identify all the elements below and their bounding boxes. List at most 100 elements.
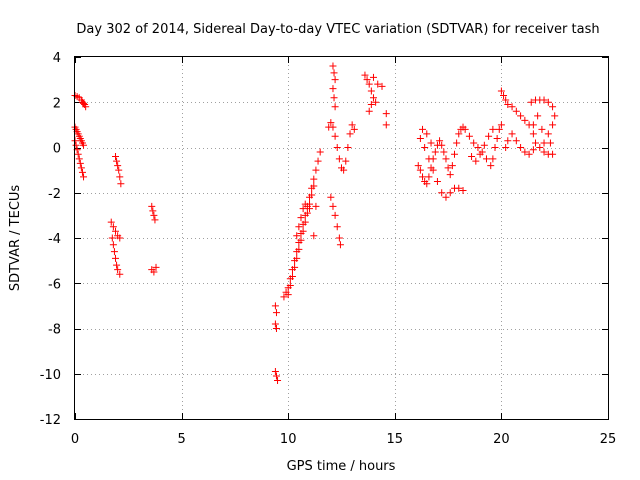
data-point [538, 125, 546, 133]
data-point [116, 234, 124, 242]
data-point [310, 182, 318, 190]
data-point [350, 125, 358, 133]
data-point [301, 218, 309, 226]
x-tick-label: 10 [280, 432, 297, 447]
data-point [517, 112, 525, 120]
data-point [448, 162, 456, 170]
data-point [485, 132, 493, 140]
data-point [148, 202, 156, 210]
data-point [468, 153, 476, 161]
data-point [459, 186, 467, 194]
data-point [113, 261, 121, 269]
y-tick-label: -8 [48, 323, 61, 338]
x-tick-label: 15 [387, 432, 404, 447]
data-point [329, 62, 337, 70]
data-point [472, 157, 480, 165]
data-point [440, 148, 448, 156]
data-point [330, 94, 338, 102]
data-point [308, 191, 316, 199]
data-point [314, 157, 322, 165]
data-point [303, 209, 311, 217]
data-point [425, 173, 433, 181]
data-point [299, 205, 307, 213]
data-point [346, 130, 354, 138]
data-point [74, 150, 82, 158]
data-point [329, 202, 337, 210]
data-point [367, 87, 375, 95]
data-point [340, 166, 348, 174]
data-point [333, 144, 341, 151]
data-point [112, 153, 120, 161]
y-tick-label: -12 [40, 413, 61, 428]
data-point [301, 200, 309, 208]
data-point [310, 232, 318, 240]
data-point [527, 98, 535, 106]
data-point [429, 166, 437, 174]
x-tick-label: 25 [600, 432, 617, 447]
data-point [114, 266, 122, 274]
data-point [107, 218, 115, 226]
y-tick-label: -10 [40, 368, 61, 383]
data-point [540, 148, 548, 156]
data-point [271, 367, 279, 375]
data-point [419, 125, 427, 133]
data-point [444, 164, 452, 172]
data-point [330, 69, 338, 77]
data-point [151, 216, 159, 224]
data-point [327, 193, 335, 201]
x-axis-label: GPS time / hours [287, 459, 396, 474]
y-tick-label: 4 [53, 51, 61, 66]
data-point [419, 173, 427, 181]
data-point [295, 245, 303, 253]
data-point [286, 282, 294, 290]
data-point [436, 137, 444, 145]
data-point [109, 241, 117, 249]
grid [75, 57, 608, 419]
data-point [78, 168, 86, 176]
data-points [71, 62, 559, 385]
data-point [306, 205, 314, 213]
data-point [502, 96, 510, 104]
data-point [327, 119, 335, 127]
y-tick-label: -6 [48, 277, 61, 292]
data-point [274, 377, 282, 385]
data-point [75, 155, 83, 163]
data-point [109, 223, 117, 231]
data-point [421, 144, 429, 151]
data-point [446, 189, 454, 197]
data-point [288, 272, 296, 280]
data-point [423, 180, 431, 188]
data-point [272, 372, 280, 380]
tick-labels: 0 5 10 15 20 25 -12 -10 -8 -6 -4 -2 0 2 4 [40, 51, 617, 447]
data-point [150, 211, 158, 219]
data-point [291, 263, 299, 271]
data-point [549, 103, 557, 111]
data-point [529, 130, 537, 138]
data-point [512, 107, 520, 115]
data-point [546, 139, 554, 147]
data-point [423, 130, 431, 138]
data-point [115, 166, 123, 174]
data-point [112, 254, 120, 262]
data-point [150, 268, 158, 276]
data-point [544, 130, 552, 138]
data-point [369, 94, 377, 102]
data-point [113, 157, 121, 165]
data-point [508, 130, 516, 138]
data-point [549, 150, 557, 158]
data-point [493, 134, 501, 142]
data-point [495, 125, 503, 133]
data-point [508, 103, 516, 111]
data-point [438, 141, 446, 149]
data-point [442, 155, 450, 163]
data-point [331, 132, 339, 140]
data-point [470, 139, 478, 147]
data-point [544, 98, 552, 106]
data-point [312, 202, 320, 210]
data-point [378, 82, 386, 90]
data-point [336, 241, 344, 249]
data-point [76, 159, 84, 167]
data-point [540, 139, 548, 147]
data-point [433, 177, 441, 185]
